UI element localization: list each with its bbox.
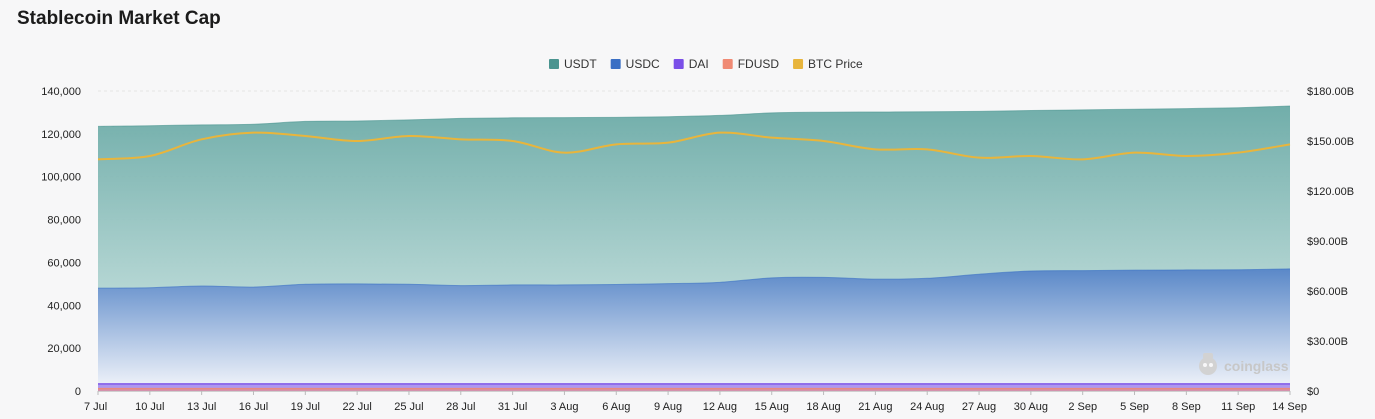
btc-price-line[interactable] bbox=[97, 131, 1291, 161]
x-tick-label: 24 Aug bbox=[910, 401, 944, 413]
x-tick-label: 22 Jul bbox=[342, 401, 371, 413]
x-tick-label: 11 Sep bbox=[1221, 401, 1255, 413]
chart-title: Stablecoin Market Cap bbox=[17, 8, 221, 29]
coinglass-watermark: coinglass bbox=[1199, 353, 1289, 375]
legend-item-usdc[interactable]: USDC bbox=[610, 57, 660, 71]
x-tick-label: 30 Aug bbox=[1014, 401, 1048, 413]
x-tick-label: 13 Jul bbox=[187, 401, 216, 413]
y-right-tick-label: $150.00B bbox=[1307, 136, 1354, 148]
y-left-tick-label: 100,000 bbox=[41, 172, 81, 184]
usdc-edge bbox=[97, 268, 1291, 289]
y-left-tick-label: 40,000 bbox=[47, 300, 81, 312]
x-tick-label: 5 Sep bbox=[1120, 401, 1149, 413]
x-tick-label: 3 Aug bbox=[550, 401, 578, 413]
legend-item-fdusd[interactable]: FDUSD bbox=[722, 57, 780, 71]
series-areas bbox=[97, 105, 1291, 391]
y-left-tick-label: 120,000 bbox=[41, 129, 81, 141]
x-tick-label: 19 Jul bbox=[291, 401, 320, 413]
y-right-tick-label: $180.00B bbox=[1307, 86, 1354, 98]
y-right-tick-label: $0 bbox=[1307, 386, 1319, 398]
x-tick-label: 12 Aug bbox=[703, 401, 737, 413]
x-tick-label: 21 Aug bbox=[858, 401, 892, 413]
x-tick-label: 27 Aug bbox=[962, 401, 996, 413]
x-tick-label: 18 Aug bbox=[806, 401, 840, 413]
y-right-tick-label: $120.00B bbox=[1307, 186, 1354, 198]
usdc-area[interactable] bbox=[98, 268, 1290, 391]
legend-item-dai[interactable]: DAI bbox=[673, 57, 709, 71]
y-left-tick-label: 20,000 bbox=[47, 343, 81, 355]
x-tick-label: 15 Aug bbox=[755, 401, 789, 413]
legend-swatch bbox=[610, 59, 621, 69]
y-right-tick-label: $30.00B bbox=[1307, 336, 1348, 348]
y-left-tick-label: 140,000 bbox=[41, 86, 81, 98]
x-tick-label: 2 Sep bbox=[1068, 401, 1097, 413]
legend-swatch bbox=[673, 59, 684, 69]
legend-swatch bbox=[793, 59, 804, 69]
legend-label: USDC bbox=[626, 57, 660, 71]
legend-swatch bbox=[549, 59, 559, 69]
y-right-tick-label: $60.00B bbox=[1307, 286, 1348, 298]
x-tick-label: 10 Jul bbox=[135, 401, 164, 413]
usdt-edge bbox=[97, 105, 1291, 127]
x-tick-label: 6 Aug bbox=[602, 401, 630, 413]
legend-label: BTC Price bbox=[808, 57, 863, 71]
x-tick-label: 9 Aug bbox=[654, 401, 682, 413]
axes: 0 20,000 40,000 60,000 80,000 100,000 120,000 1… bbox=[41, 86, 1354, 413]
legend-swatch bbox=[722, 59, 733, 69]
watermark-text: coinglass bbox=[1224, 358, 1289, 374]
legend-label: DAI bbox=[689, 57, 709, 71]
x-tick-label: 28 Jul bbox=[446, 401, 475, 413]
legend[interactable]: USDT USDC DAI FDUSD BTC Price bbox=[549, 57, 863, 71]
y-left-tick-label: 80,000 bbox=[47, 215, 81, 227]
x-tick-label: 16 Jul bbox=[239, 401, 268, 413]
legend-label: FDUSD bbox=[738, 57, 780, 71]
legend-item-usdt[interactable]: USDT bbox=[549, 57, 597, 71]
y-left-tick-label: 60,000 bbox=[47, 257, 81, 269]
x-tick-label: 25 Jul bbox=[394, 401, 423, 413]
y-right-tick-label: $90.00B bbox=[1307, 236, 1348, 248]
coinglass-logo-icon bbox=[1199, 353, 1217, 375]
x-tick-label: 7 Jul bbox=[84, 401, 107, 413]
x-tick-label: 8 Sep bbox=[1172, 401, 1201, 413]
y-left-tick-label: 0 bbox=[75, 386, 81, 398]
legend-label: USDT bbox=[564, 57, 597, 71]
legend-item-btc-price[interactable]: BTC Price bbox=[793, 57, 863, 71]
x-tick-label: 14 Sep bbox=[1272, 401, 1307, 413]
series-lines bbox=[97, 131, 1291, 161]
x-tick-label: 31 Jul bbox=[498, 401, 527, 413]
